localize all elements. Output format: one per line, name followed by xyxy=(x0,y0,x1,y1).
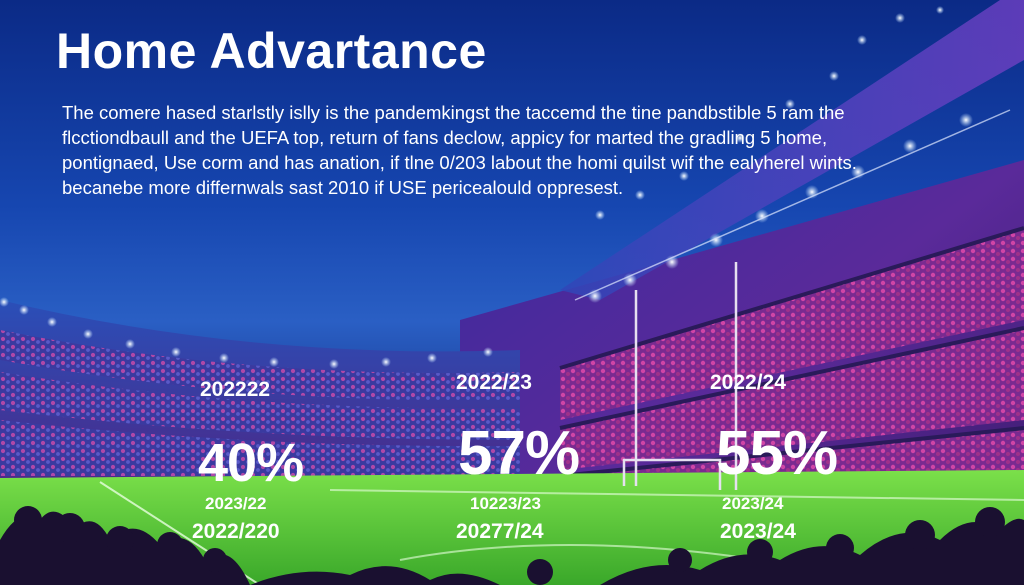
percent-value: 55% xyxy=(716,419,838,488)
intro-line: The comere hased starlstly islly is the … xyxy=(62,102,845,123)
intro-line: pontignaed, Use corm and has anation, if… xyxy=(62,152,857,173)
season-sublabel: 2023/24 xyxy=(722,494,784,513)
percent-value: 57% xyxy=(458,419,580,488)
season-sublabel-secondary: 2023/24 xyxy=(720,520,796,543)
season-label: 2022/24 xyxy=(710,371,786,394)
intro-line: becanebe more differnwals sast 2010 if U… xyxy=(62,177,624,198)
season-label: 202222 xyxy=(200,378,271,401)
season-sublabel-secondary: 2022/220 xyxy=(192,520,280,543)
percent-value: 40% xyxy=(198,433,304,493)
season-sublabel: 2023/22 xyxy=(205,494,267,513)
intro-line: flcctiondbaull and the UEFA top, return … xyxy=(62,127,828,148)
season-sublabel: 10223/23 xyxy=(470,494,541,513)
season-sublabel-secondary: 20277/24 xyxy=(456,520,544,543)
page-title: Home Advartance xyxy=(56,23,487,79)
season-label: 2022/23 xyxy=(456,371,532,394)
intro-paragraph: The comere hased starlstly islly is the … xyxy=(62,100,942,200)
